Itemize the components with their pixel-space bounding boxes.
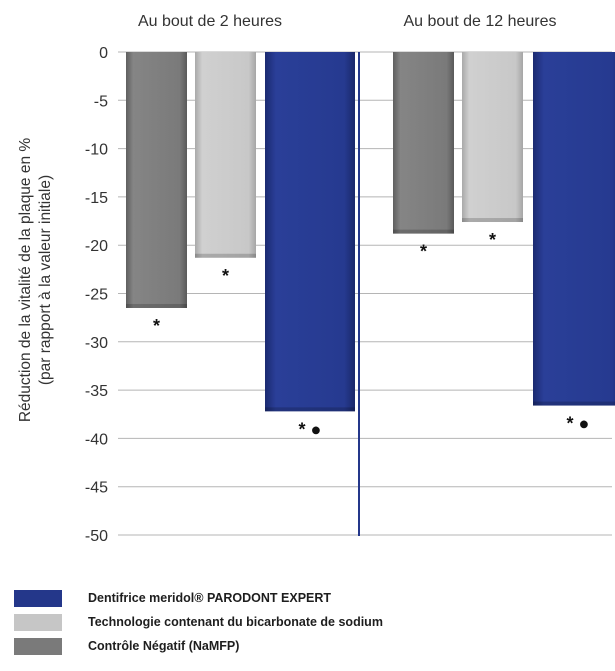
y-tick-label: -25 (85, 287, 108, 304)
group-label: Au bout de 2 heures (138, 13, 282, 30)
y-axis-label-line: Réduction de la vitalité de la plaque en… (17, 138, 34, 423)
y-tick-label: -45 (85, 480, 108, 497)
significance-markers: * * * ● * * * ● (153, 230, 589, 439)
legend-label: Contrôle Négatif (NaMFP) (88, 639, 240, 653)
bar-chart: 0 -5 -10 -15 -20 -25 -30 -35 -40 -45 -50 Réduction … (17, 13, 615, 545)
legend-label: Technologie contenant du bicarbonate de … (88, 615, 383, 629)
bar-base-shade (393, 229, 454, 234)
y-axis-label-line: (par rapport à la valeur initiale) (37, 175, 54, 385)
bar (462, 52, 523, 223)
significance-marker: * (420, 242, 427, 262)
legend-label: Dentifrice meridol® PARODONT EXPERT (88, 591, 332, 605)
bar (195, 52, 256, 258)
y-tick-label: -50 (85, 528, 108, 545)
bar (126, 52, 187, 308)
group-label: Au bout de 12 heures (403, 13, 556, 30)
significance-marker: * (489, 230, 496, 250)
bar (533, 52, 615, 406)
legend-item: Contrôle Négatif (NaMFP) (14, 634, 604, 658)
bar (393, 52, 454, 234)
legend-swatch (14, 613, 62, 631)
y-tick-label: -30 (85, 335, 108, 352)
bar-base-shade (195, 253, 256, 258)
legend-item: Dentifrice meridol® PARODONT EXPERT (14, 586, 604, 610)
significance-marker: * ● (299, 419, 322, 439)
legend-swatch (14, 637, 62, 655)
y-tick-label: -20 (85, 238, 108, 255)
significance-marker: * (222, 266, 229, 286)
bar-base-shade (462, 218, 523, 223)
legend-item: Technologie contenant du bicarbonate de … (14, 610, 604, 634)
bar (265, 52, 355, 412)
significance-marker: * ● (567, 414, 590, 434)
y-tick-label: -35 (85, 383, 108, 400)
bar-base-shade (265, 407, 355, 412)
y-tick-label: -15 (85, 190, 108, 207)
y-tick-label: -10 (85, 142, 108, 159)
tick-labels: 0 -5 -10 -15 -20 -25 -30 -35 -40 -45 -50 Réduction … (17, 13, 557, 545)
bar-base-shade (126, 303, 187, 308)
significance-marker: * (153, 316, 160, 336)
y-tick-label: -5 (94, 93, 108, 110)
y-tick-label: 0 (99, 45, 108, 62)
bars (126, 52, 615, 412)
bar-base-shade (533, 401, 615, 406)
legend-swatch (14, 589, 62, 607)
legend: Dentifrice meridol® PARODONT EXPERT Techn… (14, 586, 604, 658)
y-tick-label: -40 (85, 431, 108, 448)
